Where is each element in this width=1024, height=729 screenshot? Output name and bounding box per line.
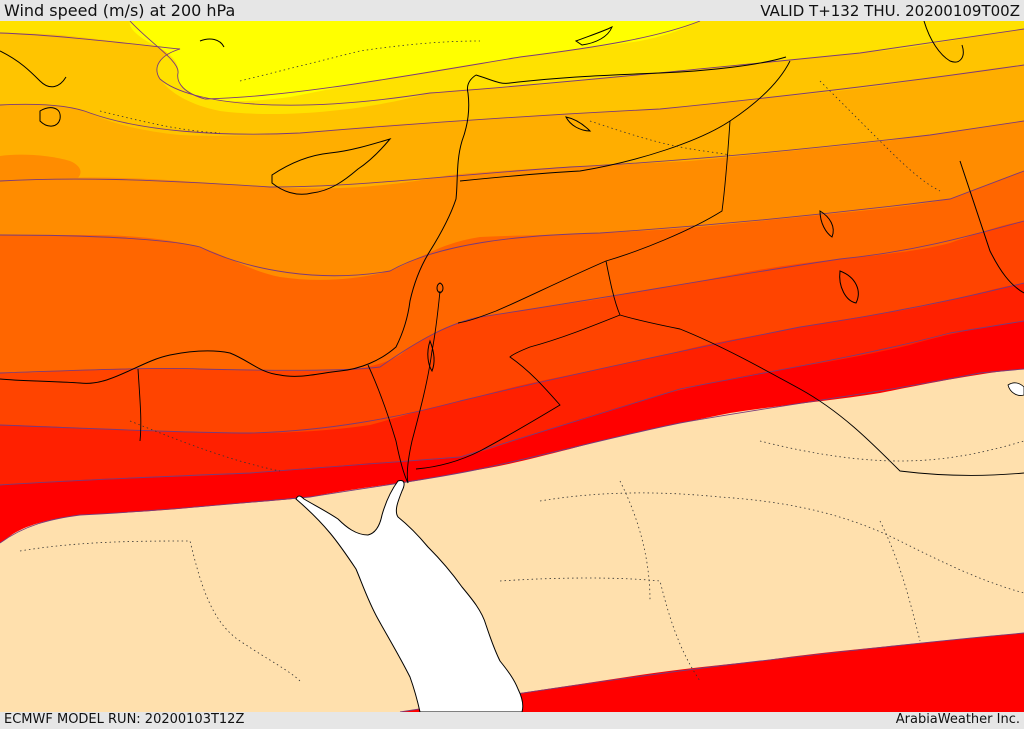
valid-time: VALID T+132 THU. 20200109T00Z — [760, 2, 1020, 20]
footer-bar: ECMWF MODEL RUN: 20200103T12Z ArabiaWeat… — [0, 712, 1024, 729]
band-6-pocket — [0, 154, 81, 190]
header-bar: Wind speed (m/s) at 200 hPa VALID T+132 … — [0, 0, 1024, 21]
band-9 — [129, 21, 701, 102]
model-run: ECMWF MODEL RUN: 20200103T12Z — [4, 712, 245, 727]
red-sea — [295, 480, 524, 712]
map-title: Wind speed (m/s) at 200 hPa — [4, 1, 236, 20]
band-south — [400, 633, 1024, 712]
island-east — [1007, 382, 1024, 396]
wind-speed-map — [0, 21, 1024, 712]
brand-credit: ArabiaWeather Inc. — [895, 712, 1020, 727]
admin-lines — [19, 40, 1024, 682]
contour-lines — [0, 21, 1024, 712]
map-canvas — [0, 21, 1024, 712]
borders — [137, 60, 1024, 484]
